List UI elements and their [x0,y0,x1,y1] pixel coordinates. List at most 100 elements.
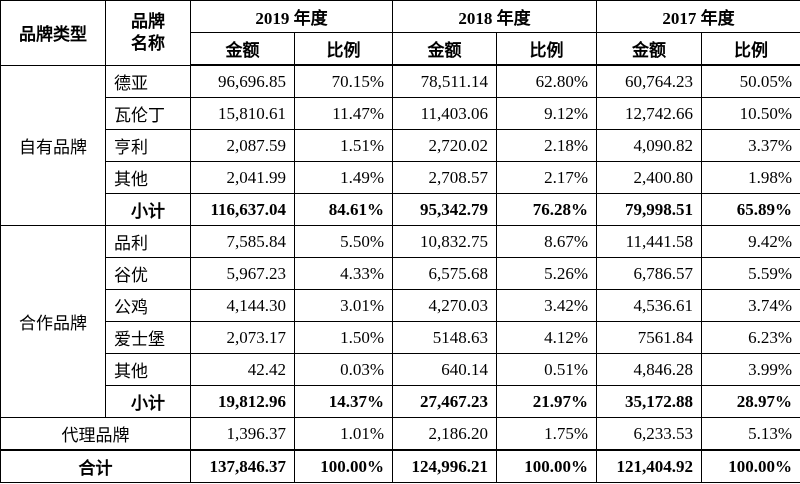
table-row: 自有品牌 德亚 96,696.85 70.15% 78,511.14 62.80% 60,7… [0,64,800,226]
amount-cell: 2,720.02 [392,129,497,162]
amount-cell: 2,073.17 [190,321,295,354]
amount-cell: 96,696.85 [190,64,295,98]
ratio-cell: 1.49% [294,161,393,194]
amount-cell: 6,233.53 [596,417,702,451]
year-header: 2018 年度 [392,0,597,33]
ratio-cell: 2.17% [496,161,597,194]
amount-cell: 11,441.58 [596,225,702,258]
group-name: 合作品牌 [0,225,106,418]
subtotal-label: 小计 [105,385,191,418]
table-row: 谷优 5,967.23 4.33% 6,575.68 5.26% 6,786.57 5.59… [1,257,800,290]
ratio-cell: 4.12% [496,321,597,354]
amount-cell: 6,786.57 [596,257,702,290]
ratio-cell: 21.97% [496,385,597,418]
table-row: 其他 42.42 0.03% 640.14 0.51% 4,846.28 3.99% [1,353,800,386]
ratio-cell: 6.23% [701,321,800,354]
ratio-cell: 11.47% [294,97,393,130]
ratio-cell: 84.61% [294,193,393,226]
year-header: 2019 年度 [190,0,393,33]
group-name: 自有品牌 [0,64,106,226]
brand-name: 爱士堡 [105,321,191,354]
amount-cell: 2,708.57 [392,161,497,194]
brand-type-header: 品牌类型 [0,0,106,66]
ratio-cell: 9.12% [496,97,597,130]
amount-cell: 5148.63 [392,321,497,354]
amount-cell: 137,846.37 [190,449,295,483]
amount-cell: 79,998.51 [596,193,702,226]
ratio-cell: 14.37% [294,385,393,418]
ratio-header: 比例 [294,32,393,66]
ratio-cell: 65.89% [701,193,800,226]
table-row: 小计 19,812.96 14.37% 27,467.23 21.97% 35,172.8… [1,385,800,418]
table-row: 代理品牌 1,396.37 1.01% 2,186.20 1.75% 6,233.53 5.… [0,417,800,451]
ratio-cell: 5.13% [701,417,800,451]
amount-cell: 2,041.99 [190,161,295,194]
amount-cell: 7,585.84 [190,225,295,258]
amount-cell: 6,575.68 [392,257,497,290]
amount-cell: 15,810.61 [190,97,295,130]
ratio-cell: 0.51% [496,353,597,386]
amount-cell: 4,270.03 [392,289,497,322]
amount-cell: 27,467.23 [392,385,497,418]
amount-cell: 1,396.37 [190,417,295,451]
amount-header: 金额 [190,32,295,66]
agency-name: 代理品牌 [0,417,191,451]
ratio-cell: 5.26% [496,257,597,290]
ratio-cell: 100.00% [294,449,393,483]
amount-cell: 2,186.20 [392,417,497,451]
ratio-cell: 3.99% [701,353,800,386]
table-row: 瓦伦丁 15,810.61 11.47% 11,403.06 9.12% 12,742.6… [1,97,800,130]
ratio-cell: 3.01% [294,289,393,322]
ratio-cell: 10.50% [701,97,800,130]
brand-name: 德亚 [105,64,191,98]
amount-cell: 5,967.23 [190,257,295,290]
brand-name: 品利 [105,225,191,258]
ratio-cell: 9.42% [701,225,800,258]
ratio-cell: 2.18% [496,129,597,162]
table-row: 品牌类型 品牌 名称 2019 年度 2018 年度 2017 年度 [0,0,800,66]
amount-cell: 95,342.79 [392,193,497,226]
brand-name: 瓦伦丁 [105,97,191,130]
amount-cell: 4,090.82 [596,129,702,162]
header-line: 品牌 [131,11,165,31]
ratio-cell: 1.50% [294,321,393,354]
year-header: 2017 年度 [596,0,800,33]
ratio-cell: 1.01% [294,417,393,451]
amount-cell: 19,812.96 [190,385,295,418]
ratio-cell: 100.00% [496,449,597,483]
amount-cell: 42.42 [190,353,295,386]
brand-name: 其他 [105,353,191,386]
table-row: 亨利 2,087.59 1.51% 2,720.02 2.18% 4,090.82 3.37… [1,129,800,162]
amount-cell: 60,764.23 [596,64,702,98]
ratio-cell: 4.33% [294,257,393,290]
ratio-cell: 70.15% [294,64,393,98]
ratio-cell: 100.00% [701,449,800,483]
table-row: 公鸡 4,144.30 3.01% 4,270.03 3.42% 4,536.61 3.74… [1,289,800,322]
table-row: 合作品牌 品利 7,585.84 5.50% 10,832.75 8.67% 11,441.… [0,225,800,418]
amount-cell: 10,832.75 [392,225,497,258]
table-row: 小计 116,637.04 84.61% 95,342.79 76.28% 79,998.… [1,193,800,226]
ratio-header: 比例 [701,32,800,66]
amount-cell: 124,996.21 [392,449,497,483]
ratio-header: 比例 [496,32,597,66]
amount-cell: 121,404.92 [596,449,702,483]
amount-cell: 7561.84 [596,321,702,354]
amount-cell: 116,637.04 [190,193,295,226]
amount-cell: 11,403.06 [392,97,497,130]
ratio-cell: 3.74% [701,289,800,322]
ratio-cell: 62.80% [496,64,597,98]
amount-cell: 2,400.80 [596,161,702,194]
amount-header: 金额 [392,32,497,66]
amount-cell: 4,846.28 [596,353,702,386]
ratio-cell: 5.50% [294,225,393,258]
amount-cell: 78,511.14 [392,64,497,98]
ratio-cell: 76.28% [496,193,597,226]
subtotal-label: 小计 [105,193,191,226]
brand-name: 公鸡 [105,289,191,322]
brand-name: 其他 [105,161,191,194]
table-row: 金额 比例 金额 比例 金额 比例 [1,32,800,66]
total-label: 合计 [0,449,191,483]
amount-cell: 12,742.66 [596,97,702,130]
